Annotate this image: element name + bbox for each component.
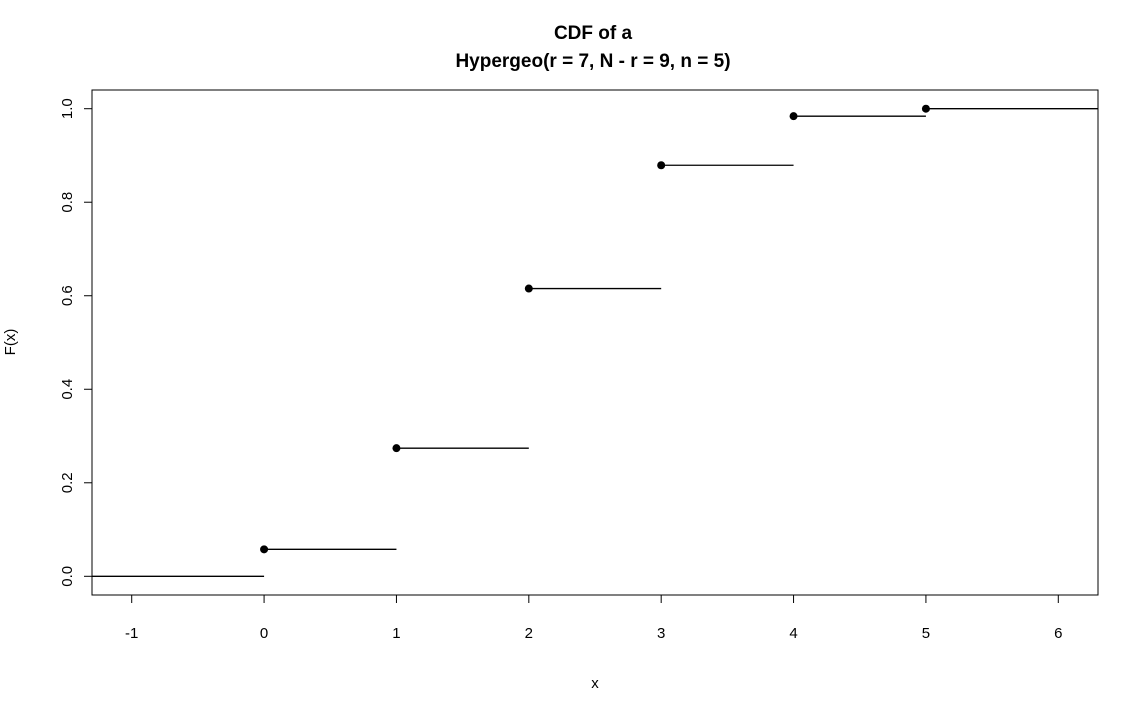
- chart-title-line1: CDF of a: [554, 23, 633, 44]
- y-tick-label: 0.6: [59, 285, 76, 306]
- x-tick-label: 5: [922, 625, 930, 642]
- x-axis: -1 0 1 2 3 4 5 6: [125, 594, 1062, 642]
- x-tick-label: 2: [525, 625, 533, 642]
- cdf-points: [260, 104, 930, 554]
- y-tick-label: 0.8: [59, 192, 76, 213]
- cdf-point: [789, 112, 798, 121]
- x-tick-label: -1: [125, 625, 138, 642]
- y-tick-label: 1.0: [59, 98, 76, 119]
- x-axis-label: x: [591, 675, 599, 692]
- y-axis: 0.0 0.2 0.4 0.6 0.8 1.0: [59, 98, 93, 587]
- cdf-point: [921, 104, 930, 113]
- cdf-steps: [92, 108, 1098, 577]
- y-axis-label: F(x): [2, 329, 19, 356]
- y-tick-label: 0.0: [59, 566, 76, 587]
- x-tick-label: 4: [789, 625, 797, 642]
- x-tick-label: 3: [657, 625, 665, 642]
- plot-frame: [91, 89, 1099, 596]
- chart-title-line2: Hypergeo(r = 7, N - r = 9, n = 5): [455, 51, 730, 72]
- cdf-point: [657, 161, 666, 170]
- y-tick-label: 0.4: [59, 379, 76, 400]
- x-tick-label: 1: [392, 625, 400, 642]
- cdf-point: [392, 444, 401, 453]
- x-tick-label: 0: [260, 625, 268, 642]
- y-tick-label: 0.2: [59, 472, 76, 493]
- cdf-point: [524, 284, 533, 293]
- x-tick-label: 6: [1054, 625, 1062, 642]
- cdf-point: [260, 545, 269, 554]
